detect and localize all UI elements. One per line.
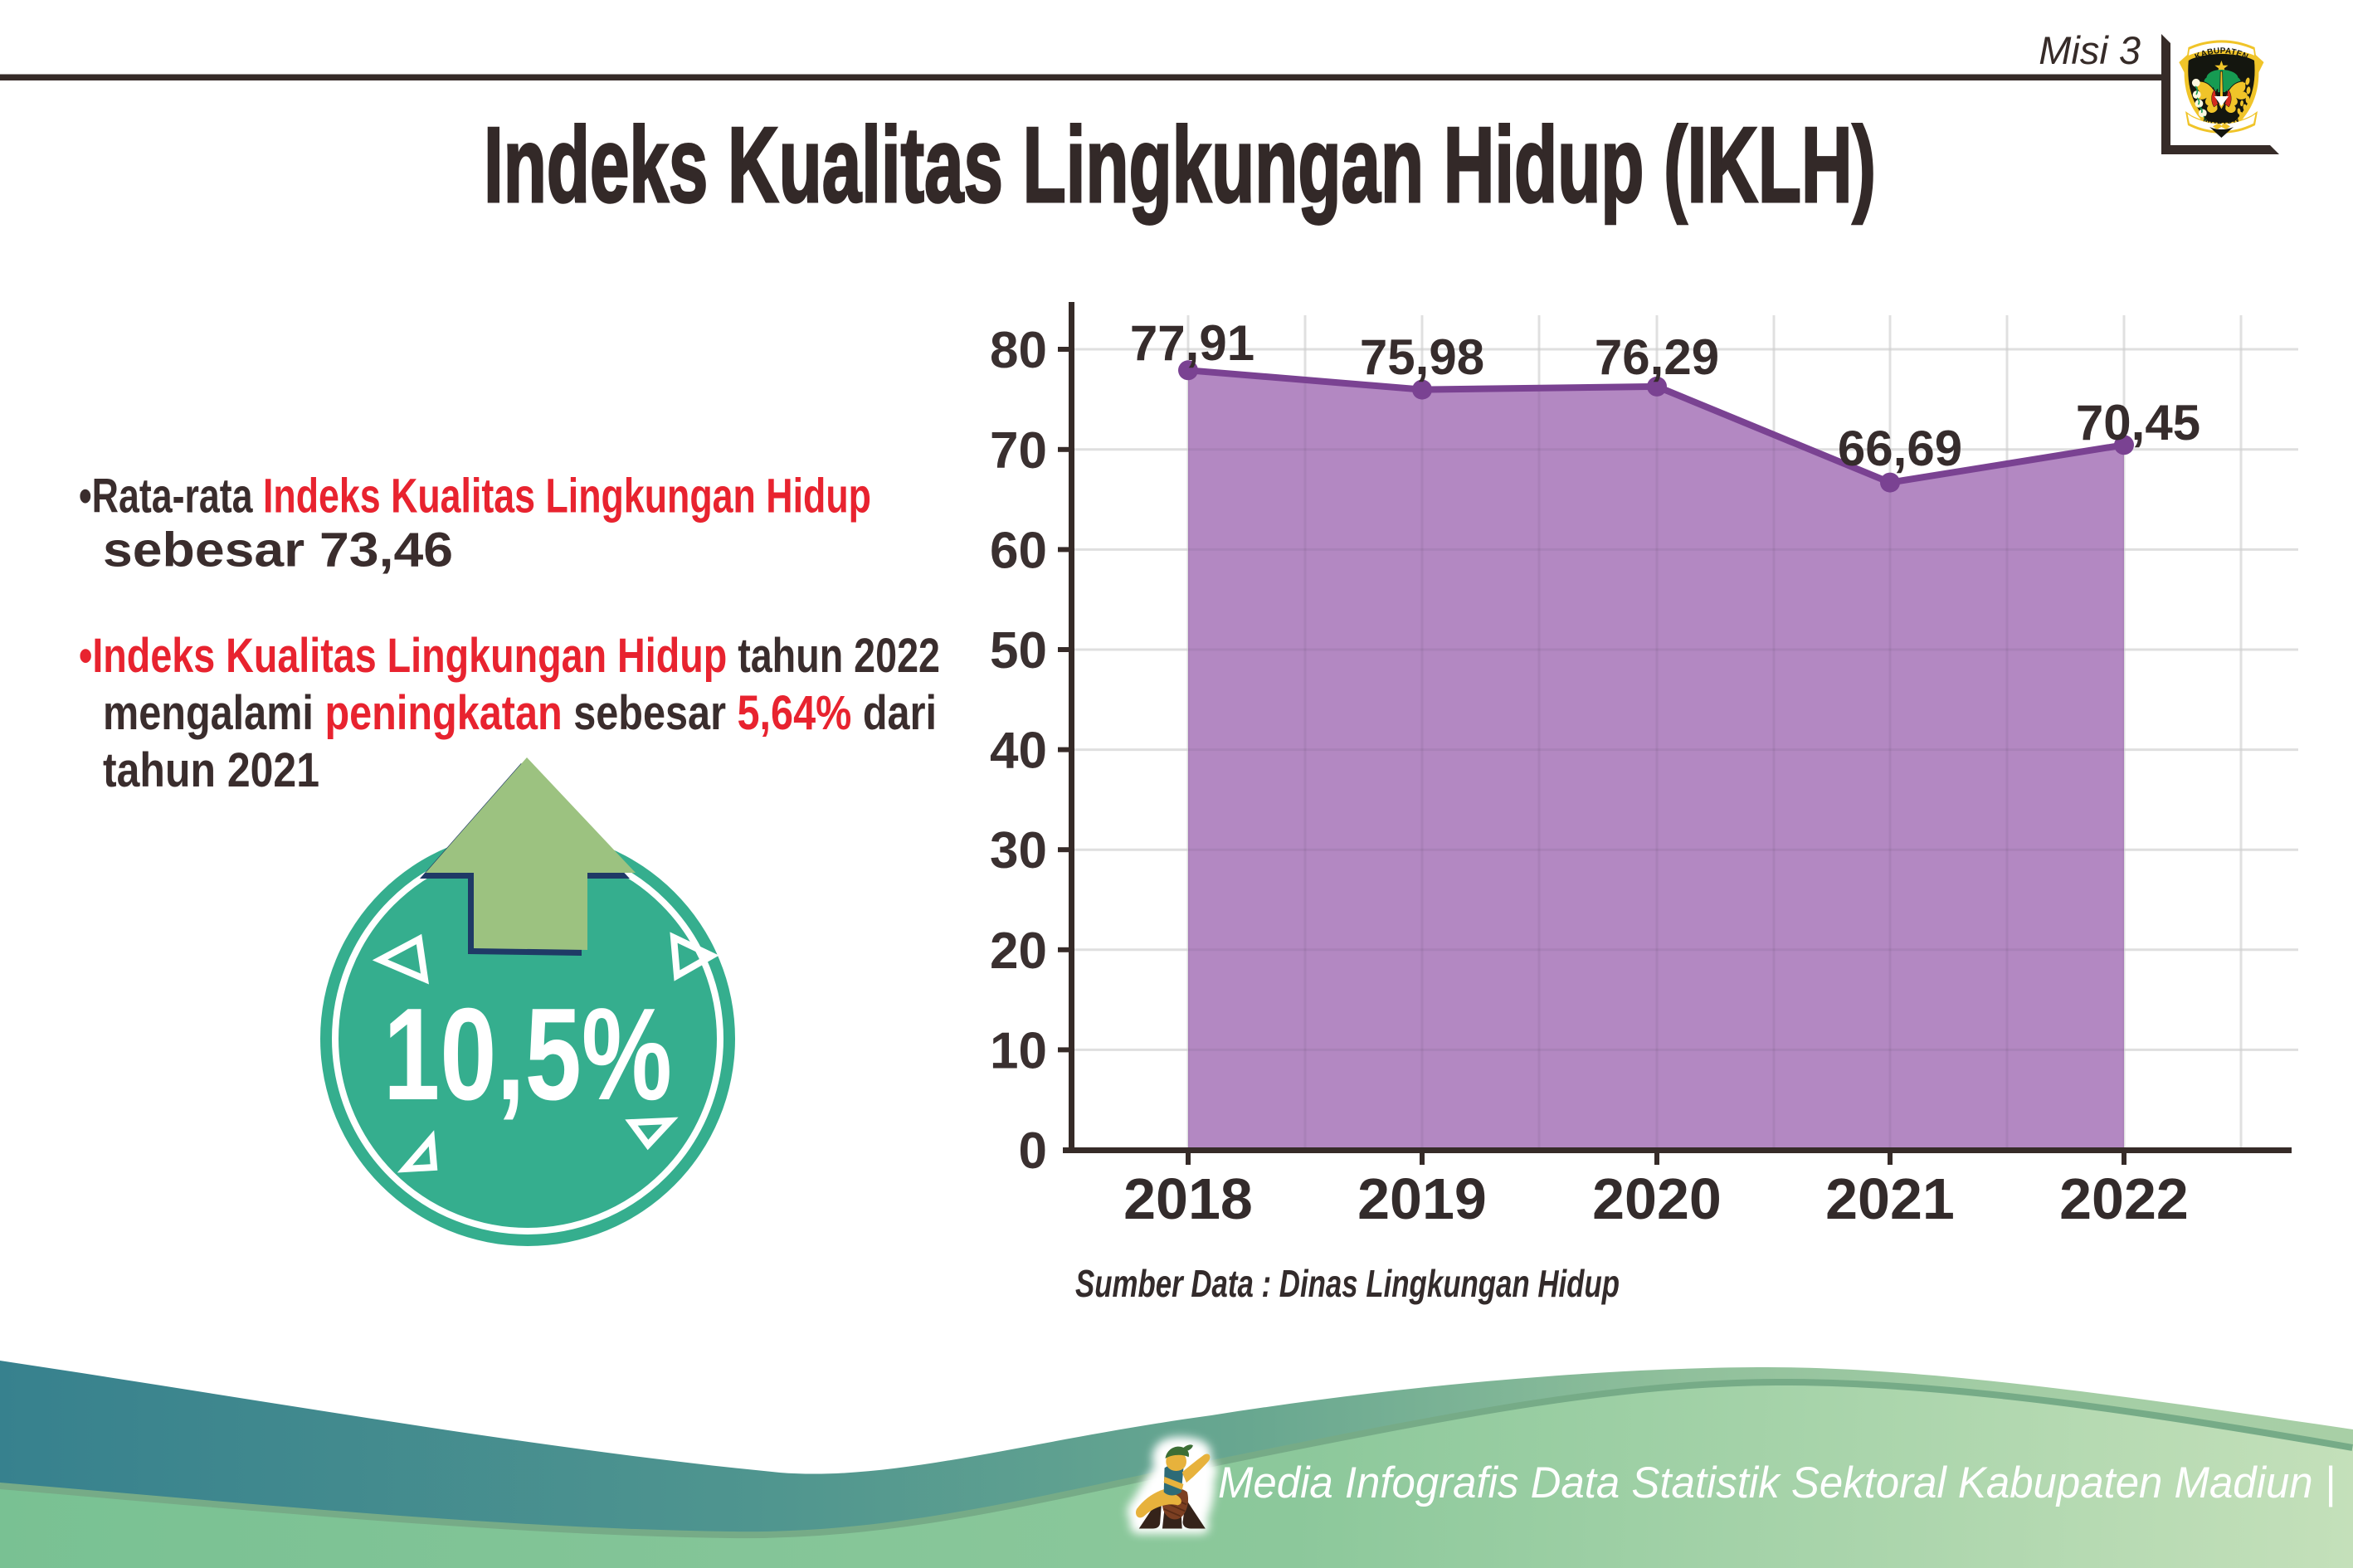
svg-text:20: 20: [990, 923, 1047, 980]
svg-text:60: 60: [990, 522, 1047, 579]
svg-text:Misi 3: Misi 3: [2039, 28, 2141, 72]
svg-text:2020: 2020: [1592, 1166, 1722, 1231]
svg-text:40: 40: [990, 723, 1047, 780]
svg-text:2022: 2022: [2059, 1166, 2189, 1231]
svg-text:10,5%: 10,5%: [383, 981, 672, 1127]
svg-text:2018: 2018: [1123, 1166, 1253, 1231]
svg-text:mengalami peningkatan sebesar: mengalami peningkatan sebesar 5,64% dari: [103, 686, 937, 740]
svg-text:66,69: 66,69: [1838, 421, 1962, 476]
svg-text:76,29: 76,29: [1595, 329, 1719, 385]
svg-text:70,45: 70,45: [2076, 395, 2200, 450]
svg-text:77,91: 77,91: [1130, 315, 1254, 371]
svg-text:10: 10: [990, 1022, 1047, 1079]
svg-text:Sumber Data : Dinas Lingkungan: Sumber Data : Dinas Lingkungan Hidup: [1075, 1262, 1620, 1305]
svg-text:•Indeks Kualitas Lingkungan Hi: •Indeks Kualitas Lingkungan Hidup tahun …: [79, 629, 940, 683]
svg-text:•Rata-rata Indeks Kualitas Lin: •Rata-rata Indeks Kualitas Lingkungan Hi…: [79, 470, 871, 523]
svg-text:2019: 2019: [1357, 1166, 1487, 1231]
svg-text:30: 30: [990, 822, 1047, 879]
svg-text:MADIUN: MADIUN: [2202, 114, 2240, 126]
svg-text:0: 0: [1019, 1122, 1047, 1180]
svg-text:2021: 2021: [1825, 1166, 1955, 1231]
svg-text:75,98: 75,98: [1360, 329, 1484, 385]
svg-text:sebesar 73,46: sebesar 73,46: [103, 523, 453, 577]
svg-text:50: 50: [990, 622, 1047, 679]
svg-text:70: 70: [990, 422, 1047, 480]
svg-text:tahun 2021: tahun 2021: [103, 743, 319, 797]
svg-text:Media Infografis Data Statisti: Media Infografis Data Statistik Sektoral…: [1218, 1458, 2336, 1507]
svg-text:80: 80: [990, 322, 1047, 379]
svg-text:Indeks Kualitas Lingkungan Hid: Indeks Kualitas Lingkungan Hidup (IKLH): [484, 105, 1876, 225]
